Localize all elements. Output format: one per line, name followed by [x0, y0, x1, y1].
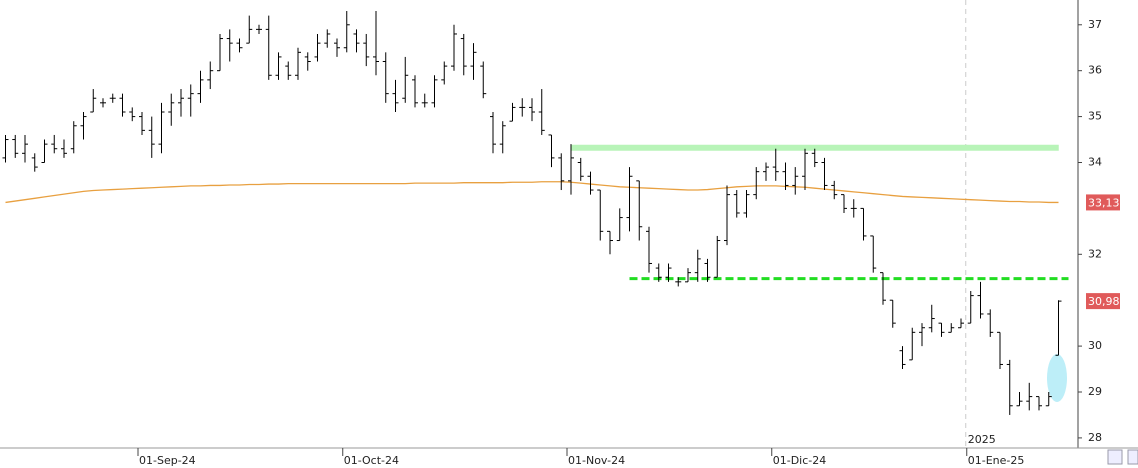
year-label: 2025: [968, 433, 996, 446]
y-tick-label: 36: [1088, 64, 1102, 77]
scroll-button[interactable]: [1127, 449, 1138, 465]
x-tick-label: 01-Sep-24: [139, 454, 196, 467]
x-tick-label: 01-Nov-24: [568, 454, 625, 467]
price-label-box: [1086, 194, 1120, 211]
price-label-box: [1086, 293, 1120, 310]
y-tick-label: 29: [1088, 385, 1102, 398]
y-tick-label: 28: [1088, 431, 1102, 444]
zoom-button[interactable]: [1107, 449, 1123, 465]
moving-average: [5, 181, 1059, 204]
x-tick-label: 01-Dic-24: [773, 454, 827, 467]
y-tick-label: 32: [1088, 247, 1102, 260]
price-label: 33,13: [1088, 196, 1120, 209]
highlight-ellipse: [1047, 354, 1067, 402]
y-tick-label: 37: [1088, 18, 1102, 31]
y-tick-label: 34: [1088, 155, 1102, 168]
price-label: 30,98: [1088, 295, 1120, 308]
y-tick-label: 30: [1088, 339, 1102, 352]
y-tick-label: 35: [1088, 110, 1102, 123]
x-tick-label: 01-Ene-25: [968, 454, 1025, 467]
x-tick-label: 01-Oct-24: [344, 454, 399, 467]
